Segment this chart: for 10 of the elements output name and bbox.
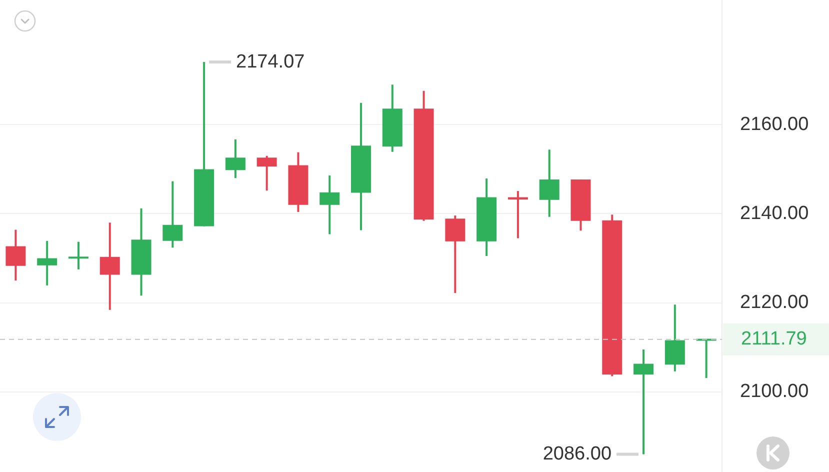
- y-tick-label: 2140.00: [740, 202, 809, 224]
- annotation: 2086.00: [542, 443, 612, 464]
- candlestick: [634, 350, 654, 454]
- y-tick-label: 2160.00: [740, 114, 809, 135]
- y-tick-label: 2100.00: [740, 381, 809, 402]
- candlestick: [508, 191, 528, 238]
- annotation: 2174.07: [236, 51, 305, 72]
- ref-line-label: 2111.79: [741, 328, 807, 350]
- y-tick-label: 2120.00: [740, 292, 809, 314]
- candlestick: [68, 242, 88, 270]
